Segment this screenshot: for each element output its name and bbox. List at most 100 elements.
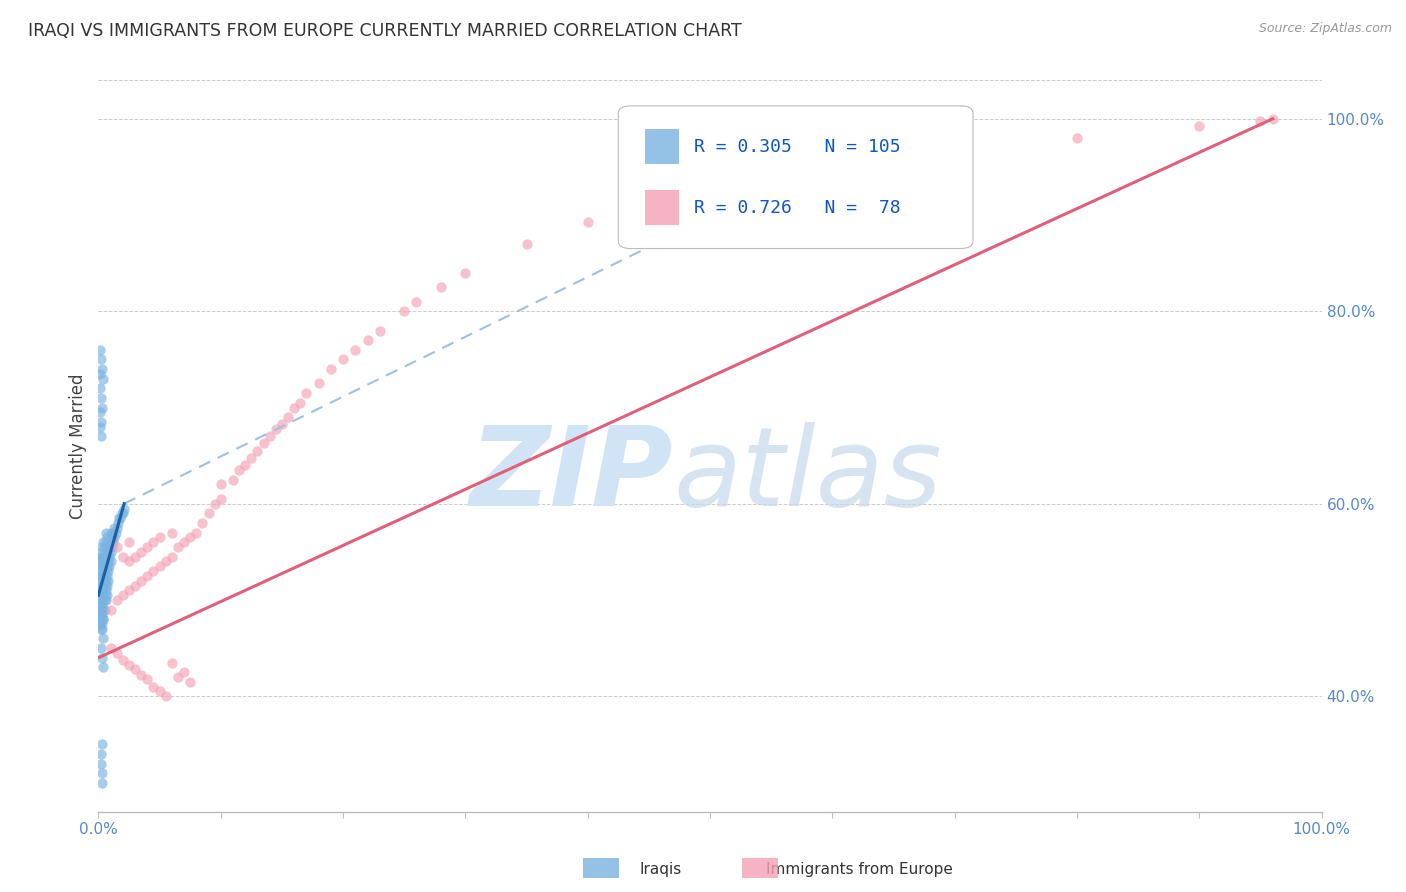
Point	[761, 174, 783, 188]
Point	[160, 656, 183, 670]
Point	[186, 525, 208, 540]
Point	[89, 419, 111, 434]
Bar	[645, 129, 679, 164]
Point	[392, 304, 416, 318]
Point	[101, 530, 124, 544]
Point	[91, 650, 114, 665]
Point	[111, 507, 134, 521]
Point	[233, 458, 256, 473]
Text: ZIP: ZIP	[470, 422, 673, 529]
Point	[90, 612, 112, 626]
Point	[101, 525, 124, 540]
Point	[118, 535, 141, 549]
Point	[111, 588, 134, 602]
Point	[155, 554, 177, 568]
Point	[93, 602, 115, 616]
Point	[97, 574, 120, 588]
Point	[91, 549, 114, 564]
Point	[89, 607, 111, 622]
Point	[155, 690, 177, 704]
Point	[209, 477, 232, 491]
Point	[91, 535, 114, 549]
Point	[277, 410, 299, 425]
Point	[240, 450, 263, 465]
Point	[91, 564, 114, 578]
Point	[405, 294, 427, 309]
Point	[91, 607, 114, 622]
Point	[179, 530, 201, 544]
Point	[94, 574, 117, 588]
Point	[173, 665, 195, 680]
Point	[699, 186, 721, 200]
Point	[90, 574, 112, 588]
Point	[821, 161, 844, 176]
Point	[89, 617, 111, 632]
Point	[91, 598, 114, 612]
Point	[103, 521, 125, 535]
Point	[97, 535, 120, 549]
Point	[91, 569, 114, 583]
Point	[89, 549, 111, 564]
Point	[222, 473, 245, 487]
Point	[93, 588, 115, 602]
Point	[252, 436, 274, 450]
Point	[91, 766, 114, 780]
Point	[204, 497, 226, 511]
Point	[97, 554, 120, 568]
Point	[142, 535, 165, 549]
Point	[96, 549, 118, 564]
Point	[90, 756, 112, 771]
Text: Iraqis: Iraqis	[640, 863, 682, 877]
Text: R = 0.305   N = 105: R = 0.305 N = 105	[695, 138, 901, 156]
Point	[101, 540, 124, 554]
Point	[93, 569, 115, 583]
Text: IRAQI VS IMMIGRANTS FROM EUROPE CURRENTLY MARRIED CORRELATION CHART: IRAQI VS IMMIGRANTS FROM EUROPE CURRENTL…	[28, 22, 742, 40]
Point	[105, 521, 128, 535]
Point	[111, 549, 134, 564]
Point	[90, 641, 112, 656]
Point	[97, 564, 120, 578]
Point	[100, 641, 122, 656]
Point	[105, 646, 128, 660]
Point	[91, 622, 114, 636]
Point	[96, 559, 118, 574]
Point	[124, 662, 146, 676]
Point	[191, 516, 214, 530]
Point	[90, 352, 112, 367]
Point	[91, 401, 114, 415]
Point	[100, 602, 122, 616]
Point	[90, 554, 112, 568]
Point	[98, 559, 121, 574]
Point	[142, 680, 165, 694]
FancyBboxPatch shape	[619, 106, 973, 249]
Point	[283, 401, 305, 415]
Point	[129, 545, 152, 559]
Point	[93, 549, 115, 564]
Point	[91, 776, 114, 790]
Point	[1249, 113, 1271, 128]
Point	[270, 417, 294, 431]
Point	[90, 593, 112, 607]
Point	[515, 236, 537, 251]
Point	[91, 660, 114, 674]
Point	[1261, 112, 1284, 126]
Y-axis label: Currently Married: Currently Married	[69, 373, 87, 519]
Point	[295, 386, 318, 401]
Point	[90, 429, 112, 443]
Point	[149, 530, 172, 544]
Point	[264, 422, 287, 436]
Point	[90, 545, 112, 559]
Point	[197, 507, 219, 521]
Point	[91, 578, 114, 592]
Point	[112, 501, 135, 516]
Point	[91, 617, 114, 632]
Point	[173, 535, 195, 549]
Point	[118, 583, 141, 598]
Point	[111, 507, 134, 521]
Point	[94, 554, 117, 568]
Point	[943, 145, 966, 160]
Point	[118, 554, 141, 568]
Point	[136, 672, 159, 686]
Point	[89, 588, 111, 602]
Point	[90, 602, 112, 616]
